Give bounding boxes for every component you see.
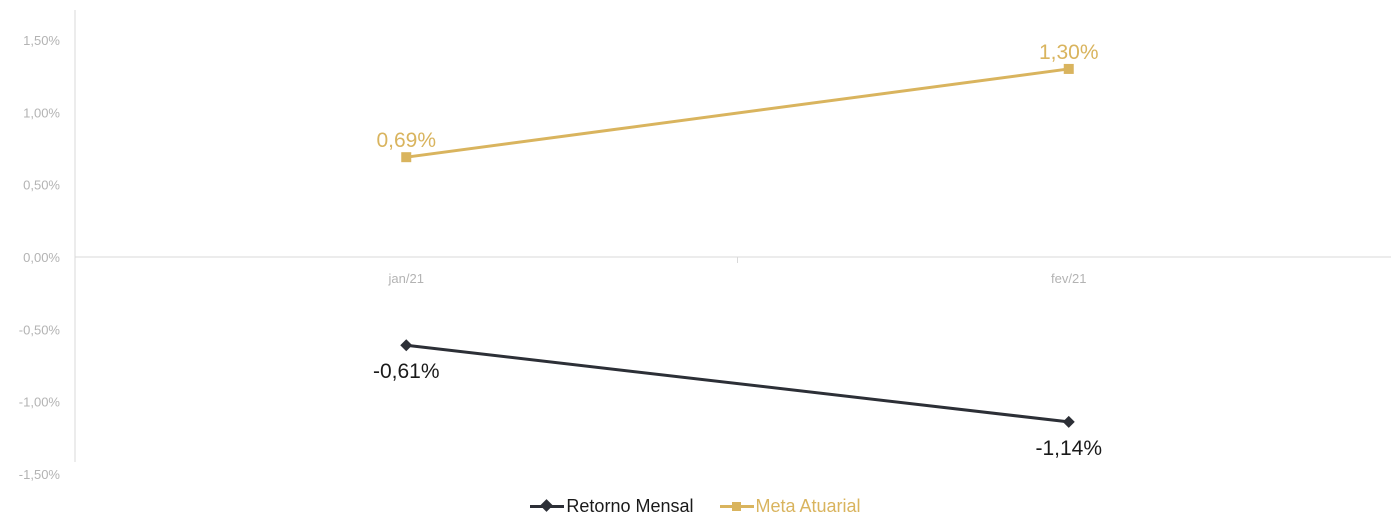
- data-label-retorno-mensal: -0,61%: [373, 360, 440, 383]
- data-label-retorno-mensal: -1,14%: [1035, 437, 1102, 460]
- legend-item-retorno-mensal: Retorno Mensal: [530, 495, 694, 517]
- x-axis-tick-labels: jan/21 fev/21: [388, 271, 1087, 286]
- series-lines: [406, 67, 1069, 424]
- data-point-meta-atuarial: [1063, 63, 1074, 74]
- data-labels: -0,61% -1,14% 0,69% 1,30%: [373, 41, 1102, 460]
- axes: [74, 10, 1391, 462]
- data-label-meta-atuarial: 0,69%: [376, 129, 436, 152]
- data-point-meta-atuarial: [401, 152, 412, 163]
- data-point-retorno-mensal: [1062, 415, 1075, 428]
- data-label-meta-atuarial: 1,30%: [1039, 41, 1099, 64]
- x-tick-label: jan/21: [388, 271, 424, 286]
- y-tick-label: 0,50%: [23, 178, 60, 193]
- y-tick-label: -1,00%: [19, 395, 61, 410]
- series-line-meta-atuarial: [406, 67, 1069, 159]
- legend-item-meta-atuarial: Meta Atuarial: [719, 495, 861, 517]
- series-markers: [400, 63, 1075, 428]
- legend-swatch-retorno-mensal: [530, 499, 565, 513]
- y-tick-label: -0,50%: [19, 322, 61, 337]
- legend: Retorno Mensal Meta Atuarial: [0, 492, 1391, 520]
- legend-label-meta-atuarial: Meta Atuarial: [755, 495, 861, 516]
- y-tick-label: 1,00%: [23, 105, 60, 120]
- x-tick-label: fev/21: [1051, 271, 1086, 286]
- line-chart: 1,50% 1,00% 0,50% 0,00% -0,50% -1,00% -1,50% j…: [19, 10, 1391, 482]
- y-tick-label: -1,50%: [19, 467, 61, 482]
- legend-swatch-meta-atuarial: [719, 499, 754, 513]
- series-line-retorno-mensal: [406, 343, 1069, 424]
- y-tick-label: 0,00%: [23, 250, 60, 265]
- data-point-retorno-mensal: [400, 339, 413, 352]
- legend-label-retorno-mensal: Retorno Mensal: [566, 495, 694, 516]
- y-tick-label: 1,50%: [23, 33, 60, 48]
- y-axis-tick-labels: 1,50% 1,00% 0,50% 0,00% -0,50% -1,00% -1,50%: [19, 33, 61, 482]
